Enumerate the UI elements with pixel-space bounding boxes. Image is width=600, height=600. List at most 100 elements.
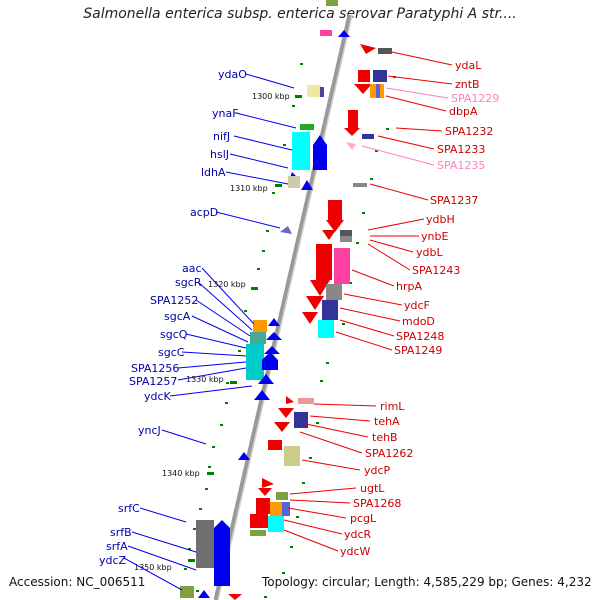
gene-label: hslJ <box>210 148 229 161</box>
gene-arrow <box>338 30 350 37</box>
plus-strand-features[interactable] <box>228 44 392 600</box>
gene-label: SPA1252 <box>150 294 198 307</box>
gene-label: ydbL <box>416 246 443 259</box>
gene-arrow <box>214 520 230 540</box>
gene-block <box>300 124 314 130</box>
gene-arrow <box>274 422 290 432</box>
gene-arrow <box>346 142 356 150</box>
gene-label: pcgL <box>350 512 377 525</box>
gene-arrow <box>344 128 360 136</box>
genome-backbone <box>213 14 353 600</box>
gene-arrow <box>258 488 272 496</box>
gene-arrow <box>322 230 336 240</box>
gene-block <box>326 284 342 300</box>
gene-label: sgcC <box>158 346 185 359</box>
gene-block <box>298 398 314 404</box>
gene-block <box>250 514 268 528</box>
gene-block <box>340 236 352 242</box>
gene-block <box>318 320 334 338</box>
gene-block <box>320 87 324 97</box>
gene-label: sgcR <box>175 276 202 289</box>
gene-label: hrpA <box>396 280 422 293</box>
gene-arrow <box>258 374 274 384</box>
gene-arrow <box>280 226 292 234</box>
gene-block <box>268 440 282 450</box>
gene-label: ydcW <box>340 545 371 558</box>
gene-block <box>288 176 300 188</box>
gene-label: ldhA <box>201 166 226 179</box>
gene-block <box>353 183 367 187</box>
gene-arrow <box>266 332 282 340</box>
gene-label: sgcA <box>164 310 191 323</box>
gene-label: SPA1235 <box>437 159 485 172</box>
gene-label: SPA1257 <box>129 375 177 388</box>
gene-label: SPA1248 <box>396 330 444 343</box>
gene-arrow <box>326 220 344 232</box>
genome-summary-text: Topology: circular; Length: 4,585,229 bp… <box>262 575 592 589</box>
gene-arrow <box>302 312 318 324</box>
gene-block <box>362 134 374 139</box>
gene-block <box>276 492 288 500</box>
gene-arrow <box>278 408 294 418</box>
gene-label: ydcR <box>344 528 372 541</box>
gene-arrow <box>286 396 294 404</box>
gene-block <box>373 70 387 82</box>
gene-block <box>268 516 284 532</box>
kbp-label-1300: 1300 kbp <box>252 92 290 101</box>
gene-block <box>328 200 342 220</box>
gene-block <box>256 498 270 514</box>
gene-label: SPA1249 <box>394 344 442 357</box>
left-gene-labels[interactable]: ydaO ynaF nifJ hslJ ldhA acpD aac sgcR S… <box>99 68 297 591</box>
right-gene-labels[interactable]: ydaL zntB SPA1229 dbpA SPA1232 SPA1233 S… <box>283 51 499 558</box>
gene-label: SPA1256 <box>131 362 179 375</box>
gene-label: SPA1233 <box>437 143 485 156</box>
gene-label: ydaO <box>218 68 247 81</box>
gene-label: ydbH <box>426 213 455 226</box>
gene-block <box>246 344 264 380</box>
gene-arrow <box>310 280 330 296</box>
gene-arrow <box>264 346 280 354</box>
kbp-label-1310: 1310 kbp <box>230 184 268 193</box>
gene-arrow <box>228 594 242 600</box>
gene-block <box>282 502 290 516</box>
kbp-scale: 1300 kbp 1310 kbp 1320 kbp 1330 kbp 1340… <box>134 92 302 572</box>
gene-label: aac <box>182 262 202 275</box>
gene-label: SPA1237 <box>430 194 478 207</box>
gene-label: nifJ <box>213 130 230 143</box>
gene-block <box>334 248 350 284</box>
gene-label: srfA <box>106 540 128 553</box>
gene-block <box>340 230 352 236</box>
gene-block <box>250 530 266 536</box>
gene-label: SPA1243 <box>412 264 460 277</box>
gene-block <box>294 412 308 428</box>
gene-block <box>358 70 370 82</box>
kbp-label-1330: 1330 kbp <box>186 375 224 384</box>
gene-label: srfB <box>110 526 132 539</box>
gene-arrow <box>306 296 324 310</box>
gene-label: ydcF <box>404 299 430 312</box>
gene-label: yncJ <box>138 424 161 437</box>
gene-block <box>292 132 310 170</box>
gene-label: ynaF <box>212 107 239 120</box>
gene-label: dbpA <box>449 105 478 118</box>
gene-label: ydcZ <box>99 554 127 567</box>
gene-block <box>322 300 338 320</box>
gene-arrow <box>238 452 250 460</box>
gene-arrow <box>354 84 372 94</box>
gene-label: SPA1268 <box>353 497 401 510</box>
gene-arrow <box>313 135 327 170</box>
kbp-label-1340: 1340 kbp <box>162 469 200 478</box>
gene-label: sgcQ <box>160 328 188 341</box>
gene-arrow <box>254 390 270 400</box>
gene-arrow <box>268 318 280 326</box>
gene-label: srfC <box>118 502 140 515</box>
gene-arrow <box>262 352 278 370</box>
gene-label: mdoD <box>402 315 435 328</box>
gene-block <box>196 520 214 568</box>
minus-strand-features[interactable] <box>180 0 350 598</box>
gene-label: ydaL <box>455 59 482 72</box>
gene-label: SPA1229 <box>451 92 499 105</box>
gene-block <box>250 332 266 344</box>
gene-label: SPA1232 <box>445 125 493 138</box>
